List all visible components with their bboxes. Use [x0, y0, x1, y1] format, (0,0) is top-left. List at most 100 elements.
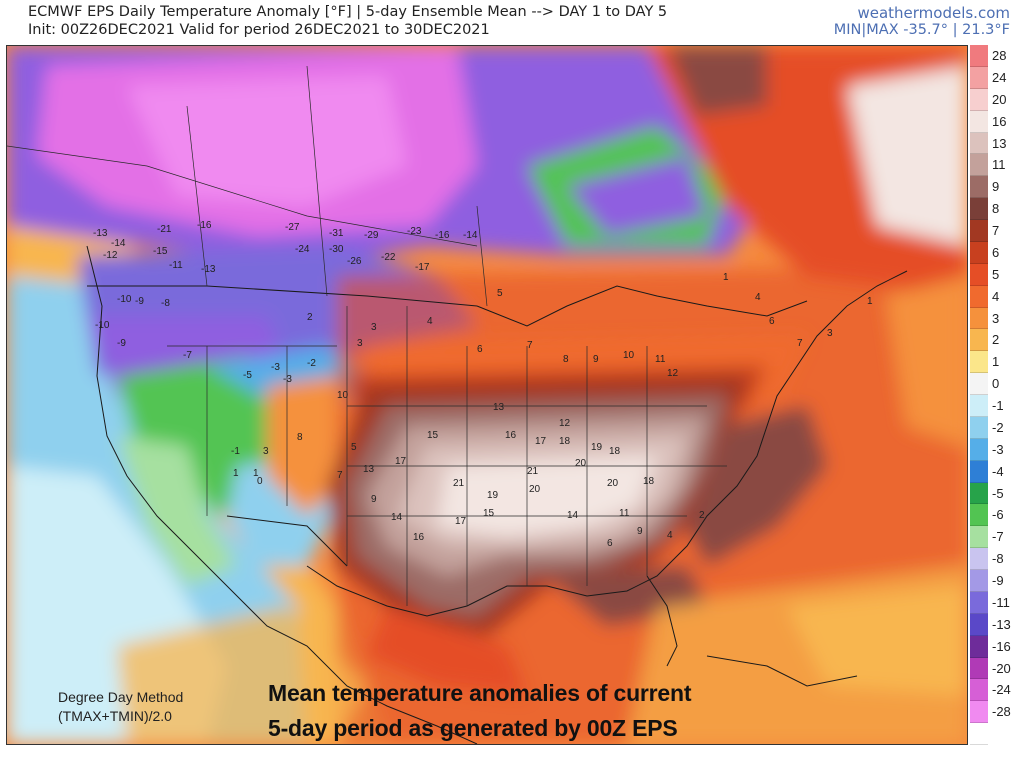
caption: Mean temperature anomalies of current 5-… [268, 676, 692, 746]
legend-label: -3 [992, 441, 1004, 457]
color-legend: 28 24 20 16 13 11 9 8 7 6 5 4 3 2 1 0 -1 -2 -3 -4 -5 -6 -7 -8 -9… [970, 45, 1020, 745]
anomaly-value: 15 [483, 508, 495, 519]
legend-label: 6 [992, 244, 1000, 260]
anomaly-value: -12 [103, 250, 118, 261]
legend-swatch [970, 723, 988, 745]
legend-label: -9 [992, 573, 1004, 588]
florida-coast [646, 575, 678, 667]
legend-swatch [970, 176, 988, 199]
legend-label: 1 [992, 354, 1000, 370]
legend-item: -6 [970, 504, 1020, 527]
legend-item: 7 [970, 220, 1020, 242]
legend-label: -16 [992, 638, 1011, 654]
anomaly-value: 4 [667, 530, 673, 541]
anomaly-value: 4 [755, 292, 761, 303]
legend-item: 24 [970, 66, 1020, 89]
anomaly-value: 10 [623, 350, 635, 361]
legend-item: -20 [970, 657, 1020, 680]
legend-swatch [970, 548, 988, 570]
anomaly-value: 11 [619, 508, 630, 519]
anomaly-value: -10 [95, 320, 110, 331]
anomaly-field [7, 46, 967, 744]
legend-item: -2 [970, 416, 1020, 439]
anomaly-value: 5 [497, 288, 503, 299]
east-gulf-coastline [306, 270, 908, 617]
legend-swatch [970, 482, 988, 505]
anomaly-value: 3 [263, 446, 269, 457]
anomaly-value: 6 [477, 344, 483, 355]
legend-label: 28 [992, 48, 1007, 63]
anomaly-value: 4 [427, 316, 433, 327]
anomaly-value: 9 [593, 354, 599, 365]
legend-swatch [970, 88, 988, 111]
legend-swatch [970, 285, 988, 308]
anomaly-value-labels: -13-14-21 -16 -27-31 -29 -23 -16 -14-12 -15-11-… [93, 220, 873, 549]
anomaly-value: 2 [699, 510, 705, 521]
legend-swatch [970, 154, 988, 177]
anomaly-value: 18 [559, 436, 571, 447]
anomaly-value: 8 [297, 432, 303, 443]
legend-swatch [970, 45, 988, 67]
anomaly-value: 12 [667, 368, 679, 379]
legend-swatch [970, 613, 988, 636]
legend-item: -7 [970, 526, 1020, 549]
anomaly-value: 13 [493, 402, 505, 413]
map-subtitle: Init: 00Z26DEC2021 Valid for period 26DE… [28, 22, 490, 38]
legend-label: 9 [992, 179, 1000, 195]
legend-item: 28 [970, 45, 1020, 67]
legend-swatch [970, 395, 988, 417]
west-coastline [86, 245, 478, 744]
legend-label: 13 [992, 135, 1007, 151]
anomaly-value: 20 [529, 484, 541, 495]
map-boundaries [7, 65, 908, 744]
legend-swatch [970, 416, 988, 439]
anomaly-value: 7 [797, 338, 803, 349]
anomaly-value: 3 [827, 328, 833, 339]
legend-item: 16 [970, 110, 1020, 133]
method-line-2: (TMAX+TMIN)/2.0 [58, 708, 172, 724]
anomaly-value: -14 [463, 230, 478, 241]
legend-item: 20 [970, 88, 1020, 111]
map-canvas: -13-14-21 -16 -27-31 -29 -23 -16 -14-12 -15-11-… [7, 46, 967, 744]
anomaly-value: 7 [337, 470, 343, 481]
anomaly-value: -16 [197, 220, 212, 231]
legend-item: 8 [970, 198, 1020, 220]
anomaly-value: 1 [867, 296, 873, 307]
anomaly-value: -16 [435, 230, 450, 241]
legend-swatch [970, 241, 988, 264]
anomaly-value: 13 [363, 464, 375, 475]
legend-item: -11 [970, 591, 1020, 614]
legend-swatch [970, 460, 988, 483]
anomaly-value: -9 [117, 338, 126, 349]
anomaly-value: 17 [535, 436, 547, 447]
anomaly-value: 5 [351, 442, 357, 453]
legend-item: -3 [970, 438, 1020, 461]
legend-label: 16 [992, 113, 1007, 129]
legend-label: 5 [992, 266, 1000, 282]
cuba-outline [706, 655, 858, 687]
legend-swatch [970, 635, 988, 658]
us-canada-border [87, 285, 478, 307]
anomaly-value: 18 [609, 446, 621, 457]
legend-swatch [970, 679, 988, 702]
anomaly-value: 16 [505, 430, 517, 441]
anomaly-value: 1 [233, 468, 239, 479]
site-link[interactable]: weathermodels.com [857, 4, 1010, 22]
great-lakes-border [476, 285, 808, 327]
legend-item: 6 [970, 241, 1020, 264]
legend-label: -28 [992, 704, 1011, 720]
legend-label: -4 [992, 463, 1004, 479]
anomaly-value: 12 [559, 418, 571, 429]
anomaly-map[interactable]: -13 -14 -21 -16 -27 -31 -29 -23 -16 -14 -12 -15 -11-… [6, 45, 968, 745]
legend-swatch [970, 526, 988, 549]
method-note: Degree Day Method (TMAX+TMIN)/2.0 [58, 688, 183, 726]
legend-swatch [970, 132, 988, 155]
legend-label: 8 [992, 201, 1000, 217]
anomaly-value: 11 [655, 354, 666, 365]
legend-label: 0 [992, 376, 1000, 392]
anomaly-value: 21 [527, 466, 539, 477]
anomaly-value: 15 [427, 430, 439, 441]
anomaly-value: 14 [391, 512, 403, 523]
legend-swatch [970, 591, 988, 614]
map-title: ECMWF EPS Daily Temperature Anomaly [°F]… [28, 4, 668, 20]
